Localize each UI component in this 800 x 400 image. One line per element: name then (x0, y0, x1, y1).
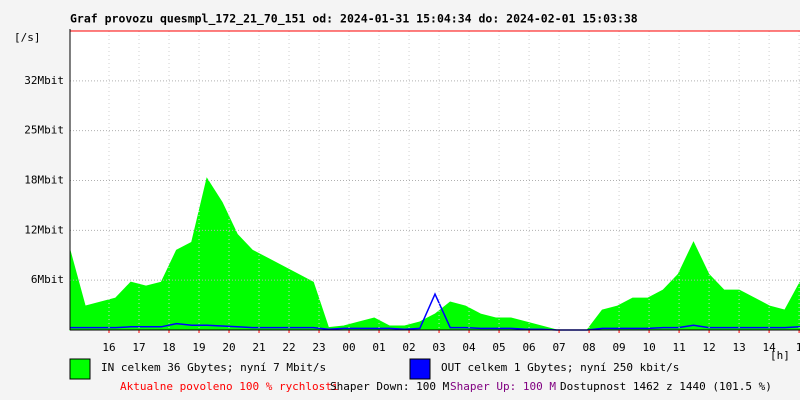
legend-swatch (409, 358, 431, 380)
x-tick-label: 01 (372, 341, 385, 354)
chart-title: Graf provozu quesmpl_172_21_70_151 od: 2… (70, 12, 638, 27)
x-tick-label: 11 (672, 341, 685, 354)
x-tick-label: 23 (312, 341, 325, 354)
footer-text: Aktualne povoleno 100 % rychlosti (120, 380, 339, 393)
x-tick-label: 03 (432, 341, 445, 354)
x-tick-label: 07 (552, 341, 565, 354)
y-tick-label: 18Mbit (24, 174, 64, 187)
y-tick-label: 32Mbit (24, 74, 64, 87)
legend-label: OUT celkem 1 Gbytes; nyní 250 kbit/s (441, 361, 679, 374)
x-tick-label: 21 (252, 341, 265, 354)
x-tick-label: 13 (732, 341, 745, 354)
x-tick-label: 00 (342, 341, 355, 354)
footer-text: Dostupnost 1462 z 1440 (101.5 %) (560, 380, 772, 393)
x-tick-label: 06 (522, 341, 535, 354)
x-tick-label: 08 (582, 341, 595, 354)
x-axis-label: [h] (770, 349, 790, 362)
x-tick-label: 02 (402, 341, 415, 354)
x-tick-label: 05 (492, 341, 505, 354)
x-tick-label: 10 (642, 341, 655, 354)
x-tick-label: 20 (222, 341, 235, 354)
x-tick-label: 22 (282, 341, 295, 354)
x-tick-label: 17 (132, 341, 145, 354)
in-area (69, 177, 800, 331)
x-tick-label: 12 (702, 341, 715, 354)
x-tick-label: 14 (762, 341, 776, 354)
out-line (70, 292, 800, 331)
footer-text: Shaper Up: 100 M (450, 380, 556, 393)
y-axis-label: [/s] (14, 31, 41, 44)
x-tick-label: 09 (612, 341, 625, 354)
legend-swatch (69, 358, 91, 380)
footer-text: Shaper Down: 100 M (330, 380, 450, 393)
legend-label: IN celkem 36 Gbytes; nyní 7 Mbit/s (101, 361, 326, 374)
x-tick-label: 19 (192, 341, 205, 354)
y-tick-label: 25Mbit (24, 124, 64, 137)
y-tick-label: 12Mbit (24, 223, 64, 236)
x-tick-label: 16 (102, 341, 115, 354)
y-tick-label: 6Mbit (31, 273, 64, 286)
x-tick-label: 18 (162, 341, 175, 354)
x-tick-label: 1 (796, 341, 800, 354)
x-tick-label: 04 (462, 341, 476, 354)
